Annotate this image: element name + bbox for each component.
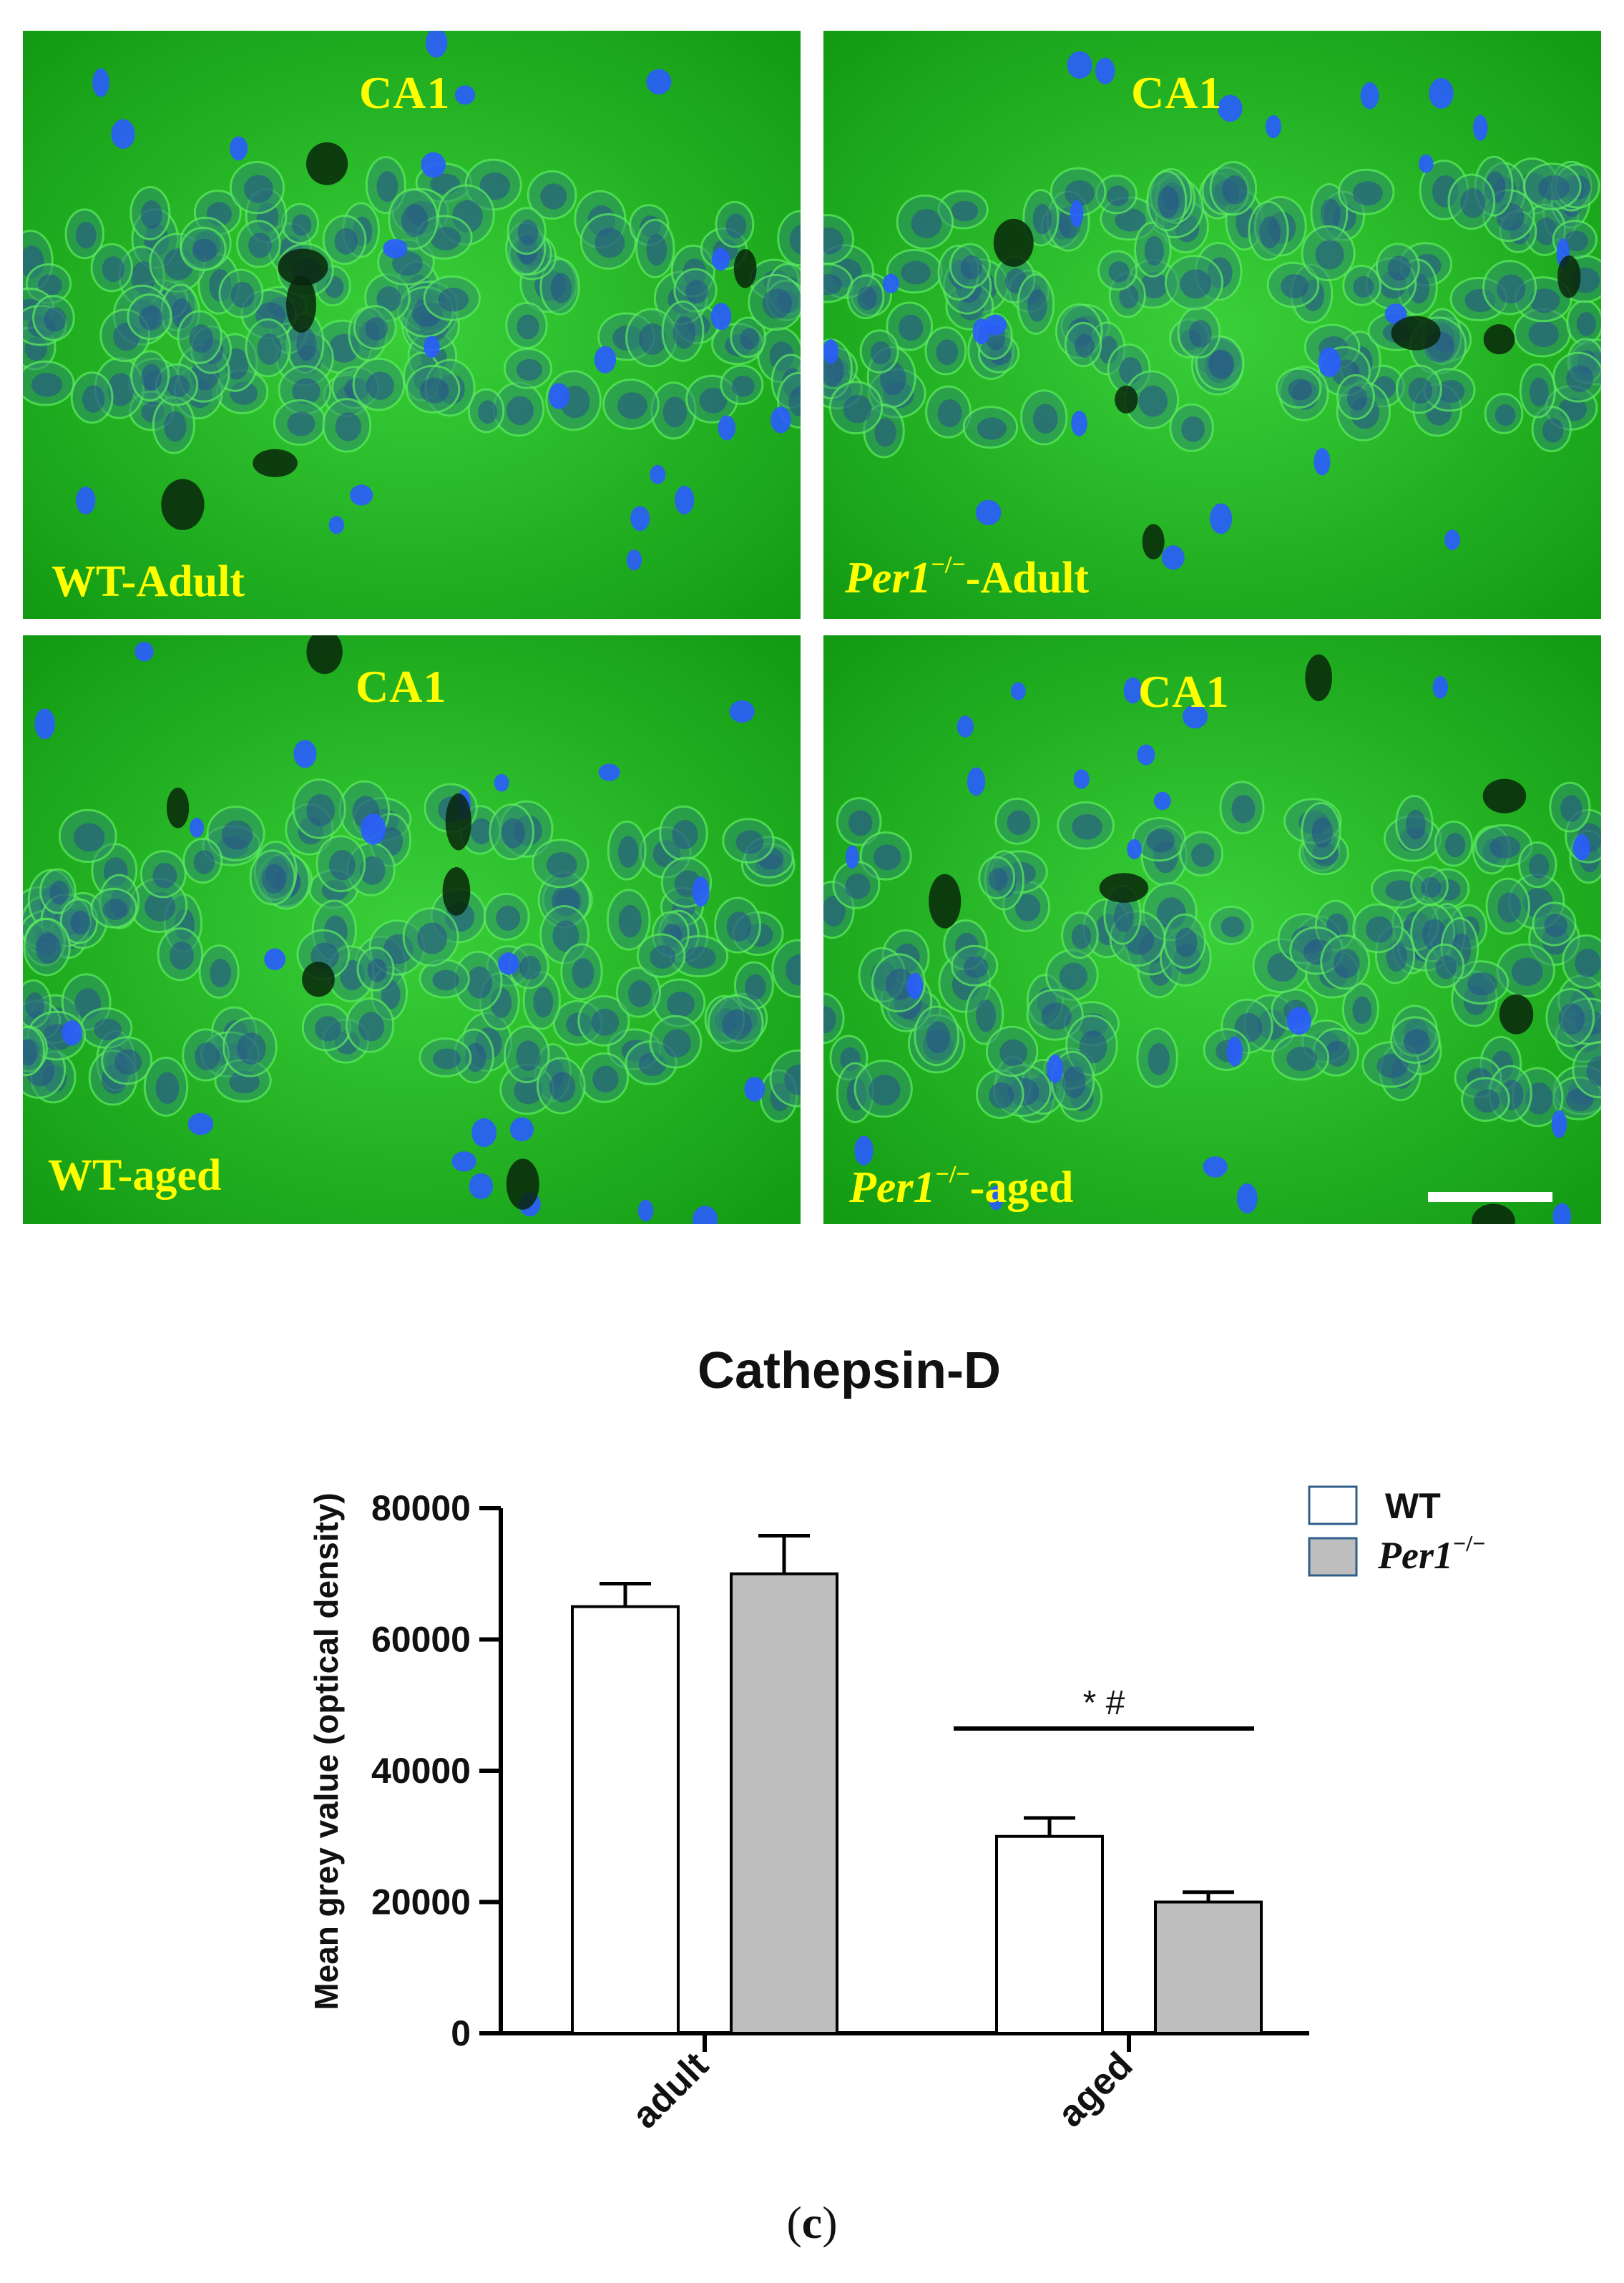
micrograph-image	[23, 31, 801, 619]
region-label: CA1	[359, 67, 451, 118]
significance-annotation: * #	[954, 1684, 1254, 1731]
y-tick-label: 0	[451, 2013, 471, 2053]
y-axis: 0 20000 40000 60000 80000	[371, 1488, 503, 2053]
condition-label: WT-Adult	[52, 557, 245, 606]
condition-label: WT-aged	[48, 1151, 222, 1200]
legend-label-wt: WT	[1385, 1486, 1441, 1526]
micrograph-image	[23, 635, 801, 1224]
x-axis: adult aged	[499, 2031, 1309, 2136]
micrograph-image	[823, 635, 1601, 1224]
scale-bar	[1428, 1192, 1552, 1202]
micrograph-wt-adult: CA1 WT-Adult	[23, 31, 801, 619]
legend-label-per1: Per1−/−	[1377, 1530, 1485, 1577]
condition-label: Per1−/−-aged	[849, 1161, 1074, 1212]
significance-label: * #	[1083, 1684, 1125, 1722]
micrograph-wt-aged: CA1 WT-aged	[23, 635, 801, 1224]
region-label: CA1	[356, 661, 447, 712]
legend-swatch-wt	[1308, 1485, 1358, 1525]
chart-title: Cathepsin-D	[698, 1342, 1001, 1399]
bar	[730, 1572, 838, 2035]
y-axis-label: Mean grey value (optical density)	[308, 1492, 345, 2010]
y-tick-label: 20000	[371, 1882, 471, 1922]
x-tick-label: adult	[625, 2044, 717, 2136]
y-tick-label: 80000	[371, 1488, 471, 1528]
x-tick-label: aged	[1050, 2044, 1141, 2135]
bar	[1154, 1900, 1263, 2035]
micrograph-image	[823, 31, 1601, 619]
y-tick-label: 60000	[371, 1620, 471, 1660]
legend-swatch-per1	[1308, 1537, 1358, 1577]
y-tick-label: 40000	[371, 1751, 471, 1791]
bars	[571, 1534, 1263, 2035]
chart-legend: WT Per1−/−	[1308, 1485, 1485, 1577]
micrograph-per1-adult: CA1 Per1−/−-Adult	[823, 31, 1601, 619]
cathepsin-d-bar-chart: Cathepsin-D Mean grey value (optical den…	[308, 1342, 1485, 2136]
region-label: CA1	[1131, 67, 1223, 118]
micrograph-per1-aged: CA1 Per1−/−-aged	[823, 635, 1601, 1224]
condition-label: Per1−/−-Adult	[845, 552, 1089, 602]
bar	[571, 1605, 680, 2035]
figure-caption: (c)	[786, 2197, 838, 2248]
region-label: CA1	[1138, 666, 1230, 717]
bar	[995, 1834, 1104, 2035]
